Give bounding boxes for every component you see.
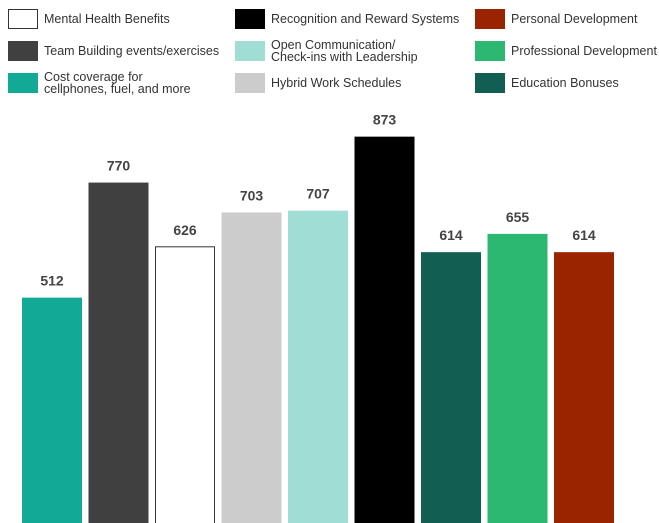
legend-item: Education Bonuses: [475, 73, 619, 93]
data-label: 626: [173, 222, 197, 238]
legend-item: Professional Development: [475, 41, 657, 61]
legend-label: Personal Development: [511, 12, 638, 26]
legend-swatch: [8, 41, 38, 61]
legend-item: Hybrid Work Schedules: [235, 73, 401, 93]
legend-swatch: [235, 41, 265, 61]
bar: [554, 252, 614, 523]
legend-swatch: [235, 9, 265, 29]
legend-item: Open Communication/ Check-ins with Leade…: [235, 38, 418, 64]
legend-label: Education Bonuses: [511, 76, 619, 90]
legend-swatch: [235, 73, 265, 93]
legend-label: Professional Development: [511, 44, 657, 58]
data-label: 614: [572, 227, 596, 243]
legend-item: Mental Health Benefits: [8, 9, 170, 29]
legend-item: Cost coverage for cellphones, fuel, and …: [8, 70, 191, 96]
legend-swatch: [8, 73, 38, 93]
data-label: 703: [240, 187, 264, 203]
bar: [487, 233, 548, 523]
data-label: 873: [373, 112, 397, 128]
legend-item: Recognition and Reward Systems: [235, 9, 459, 29]
bar: [88, 182, 149, 523]
bar: [155, 246, 215, 523]
legend-item: Personal Development: [475, 9, 637, 29]
data-label: 707: [306, 186, 330, 202]
bar: [354, 136, 415, 523]
data-label: 512: [40, 273, 64, 289]
legend-swatch: [475, 73, 505, 93]
data-label: 614: [439, 227, 463, 243]
legend-label: Recognition and Reward Systems: [271, 12, 460, 26]
legend-swatch: [475, 9, 505, 29]
legend-label: Hybrid Work Schedules: [271, 76, 402, 90]
bar: [288, 210, 348, 523]
legend-label: Mental Health Benefits: [44, 12, 170, 26]
bar: [22, 297, 82, 523]
legend-swatch: [8, 9, 38, 29]
legend-swatch: [475, 41, 505, 61]
legend-label: Cost coverage for cellphones, fuel, and …: [44, 70, 191, 96]
bar: [421, 252, 481, 523]
legend-label: Team Building events/exercises: [44, 44, 220, 58]
data-label: 655: [506, 209, 530, 225]
legend-label: Open Communication/ Check-ins with Leade…: [271, 38, 418, 64]
bar: [221, 212, 282, 523]
data-label: 770: [107, 158, 131, 174]
legend-item: Team Building events/exercises: [8, 41, 219, 61]
